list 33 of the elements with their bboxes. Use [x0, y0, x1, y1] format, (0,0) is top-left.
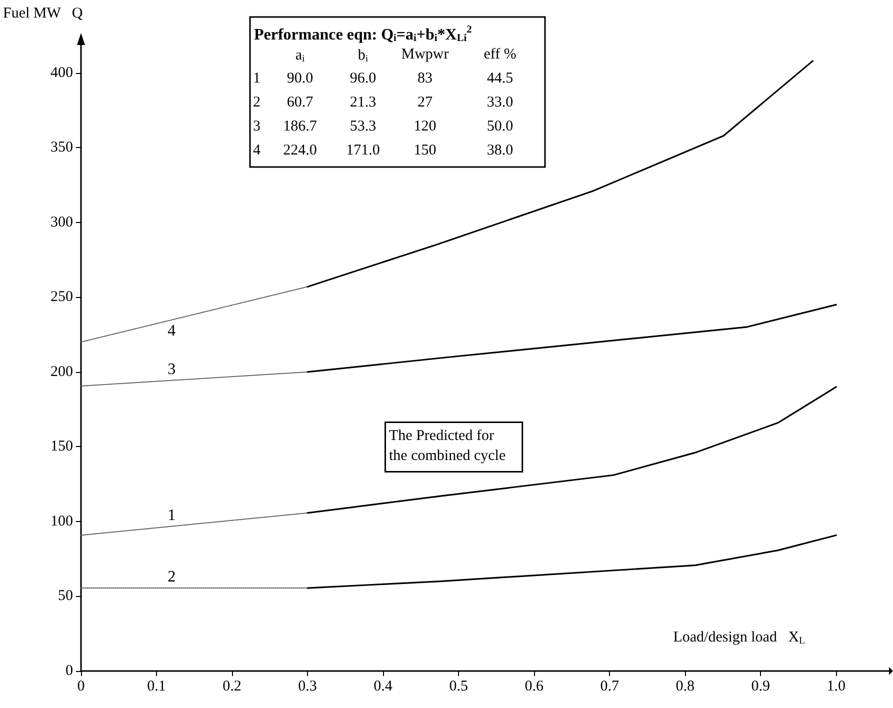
x-tick-label: 0.6: [524, 678, 544, 694]
series-label: 3: [168, 360, 176, 378]
y-tick-label: 350: [50, 140, 73, 156]
text: 3 186.7 53.3 120 50.0: [253, 118, 514, 134]
y-axis-title: Fuel MW Q: [3, 6, 83, 22]
series-label: 1: [168, 506, 176, 524]
x-tick-label: 0: [77, 678, 85, 694]
annotation: The Predicted for the combined cycle: [389, 428, 506, 464]
y-tick-label: 250: [50, 289, 73, 306]
y-tick-label: 100: [50, 513, 73, 530]
line-series: [306, 386, 837, 514]
y-tick-label: 150: [50, 438, 73, 455]
series-label: 4: [168, 322, 176, 340]
y-tick-label: 200: [50, 364, 73, 380]
x-tick-label: 0.2: [222, 678, 242, 694]
x-tick-label: 0.1: [147, 678, 166, 694]
y-tick-label: 400: [50, 64, 73, 81]
x-tick-label: 1.0: [826, 678, 846, 694]
text: 1 90.0 96.0 83 44.5: [253, 70, 514, 86]
text: 2 60.7 21.3 27 33.0: [253, 94, 514, 110]
text: 4 224.0 171.0 150 38.0: [253, 142, 514, 158]
x-tick-label: 0.4: [374, 678, 393, 694]
line-series: [306, 534, 837, 589]
x-tick-label: 0.7: [600, 678, 620, 694]
line-series: [306, 304, 837, 373]
x-tick-label: 0.8: [676, 678, 694, 694]
x-tick-label: 0.3: [298, 678, 317, 694]
y-tick-label: 0: [66, 663, 73, 679]
series-label: 2: [168, 568, 176, 586]
y-tick-label: 300: [50, 214, 73, 230]
x-tick-label: 0.9: [751, 678, 770, 694]
y-tick-label: 50: [58, 588, 73, 604]
x-tick-label: 0.5: [449, 678, 468, 694]
